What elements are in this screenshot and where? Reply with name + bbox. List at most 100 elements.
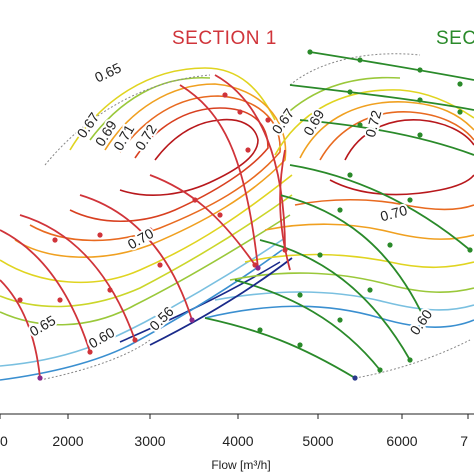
sample-point <box>352 375 358 381</box>
sample-point <box>282 247 288 253</box>
sample-point <box>417 132 423 138</box>
envelope-s1-bottom <box>39 339 151 381</box>
x-tick-label: 6000 <box>386 433 417 449</box>
speed-line-s1-3 <box>19 214 136 341</box>
sample-point <box>189 317 195 323</box>
section-2-title: SEC <box>436 28 474 49</box>
sample-point <box>17 297 23 303</box>
sample-point <box>222 92 228 98</box>
x-axis-ticks: 2000 3000 4000 5000 6000 7 0 <box>0 414 469 449</box>
contour-s2-072 <box>329 119 474 196</box>
sample-point <box>107 287 113 293</box>
envelope-s2-bottom <box>354 339 471 379</box>
sample-point <box>417 67 423 73</box>
sample-point <box>337 207 343 213</box>
contour-label: 0.60 <box>86 324 118 352</box>
sample-point <box>265 117 271 123</box>
sample-point <box>357 122 363 128</box>
sample-point <box>407 357 413 363</box>
speed-line-s1-6 <box>179 84 259 269</box>
sample-point <box>97 232 103 238</box>
speed-line-s2-4 <box>279 194 426 321</box>
section-boundary-lines <box>149 149 293 346</box>
section-2-contours <box>204 76 474 329</box>
contour-s2-069 <box>264 101 474 240</box>
sample-point <box>357 57 363 63</box>
sample-point <box>407 197 413 203</box>
section-2-speed-lines <box>204 51 474 379</box>
contour-label: 0.60 <box>407 306 436 338</box>
contour-s1-070 <box>29 95 281 242</box>
sample-point <box>377 367 383 373</box>
x-axis-title: Flow [m³/h] <box>211 458 270 472</box>
sample-point <box>132 337 138 343</box>
contour-s2-065 <box>229 76 474 293</box>
speed-line-s1-1 <box>0 279 41 379</box>
sample-point <box>297 292 303 298</box>
envelope-s2-top <box>289 53 421 86</box>
contour-s2-067 <box>244 89 474 269</box>
sample-point <box>192 197 198 203</box>
sample-point <box>417 97 423 103</box>
sample-point <box>297 342 303 348</box>
x-tick-label: 0 <box>0 433 8 449</box>
contour-s1-066 <box>0 194 293 308</box>
contour-label: 0.65 <box>27 312 59 340</box>
contour-s1-065 <box>0 76 291 326</box>
speed-line-s2-7 <box>309 51 474 81</box>
sample-point <box>217 212 223 218</box>
sample-point <box>257 327 263 333</box>
section-1-speed-lines <box>0 74 286 379</box>
contour-s2-063 <box>214 291 474 311</box>
contour-s2-060 <box>204 305 474 329</box>
contour-label: 0.72 <box>132 121 160 153</box>
sample-point <box>57 297 63 303</box>
sample-point <box>347 89 353 95</box>
boundary-line-dark <box>149 257 293 346</box>
sample-point <box>307 49 313 55</box>
contour-label: 0.70 <box>378 202 409 225</box>
contour-s1-071 <box>69 107 269 222</box>
boundary-line-red-s1 <box>279 149 291 271</box>
speed-line-s1-5 <box>149 174 256 266</box>
sample-point <box>467 247 473 253</box>
sample-point <box>87 349 93 355</box>
sample-point <box>317 252 323 258</box>
speed-line-s1-7 <box>214 74 286 251</box>
speed-line-s2-1 <box>204 317 356 379</box>
marker-points <box>17 49 473 381</box>
sample-point <box>367 287 373 293</box>
contour-label: 0.67 <box>269 105 298 137</box>
x-tick-label: 7 <box>460 433 468 449</box>
contour-s1-063 <box>0 237 286 367</box>
sample-point <box>255 265 261 271</box>
section-1-title: SECTION 1 <box>172 28 277 49</box>
sample-point <box>147 227 153 233</box>
sample-point <box>337 317 343 323</box>
sample-point <box>457 109 463 115</box>
speed-line-s2-8 <box>289 84 474 111</box>
sample-point <box>387 242 393 248</box>
envelope-lines <box>39 53 471 381</box>
sample-point <box>347 172 353 178</box>
contour-s1-072 <box>119 118 259 196</box>
x-tick-label: 4000 <box>222 433 253 449</box>
speed-line-s1-4 <box>79 194 193 321</box>
contour-s1-069 <box>14 83 287 258</box>
speed-line-s2-5 <box>289 164 471 251</box>
contour-label: 0.72 <box>362 108 385 139</box>
sample-point <box>422 317 428 323</box>
x-tick-label: 5000 <box>302 433 333 449</box>
speed-line-s2-6 <box>299 119 474 156</box>
sample-point <box>37 375 43 381</box>
sample-point <box>457 81 463 87</box>
speed-line-s2-3 <box>259 239 411 361</box>
contour-label: 0.65 <box>92 59 124 85</box>
sample-point <box>52 237 58 243</box>
speed-line-s1-2 <box>0 229 91 353</box>
x-tick-label: 2000 <box>52 433 83 449</box>
sample-point <box>245 147 251 153</box>
section-1-contours <box>0 67 293 381</box>
sample-point <box>237 109 243 115</box>
contour-s1-056 <box>119 261 281 343</box>
